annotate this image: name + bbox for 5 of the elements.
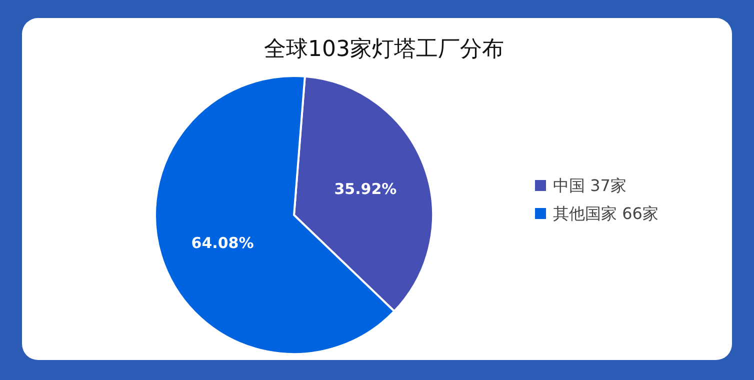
data-label: 64.08% xyxy=(191,234,254,252)
chart-title: 全球103家灯塔工厂分布 xyxy=(264,37,504,62)
legend-label: 其他国家 66家 xyxy=(553,204,658,223)
data-label: 35.92% xyxy=(334,180,397,198)
legend-label: 中国 37家 xyxy=(553,176,626,195)
